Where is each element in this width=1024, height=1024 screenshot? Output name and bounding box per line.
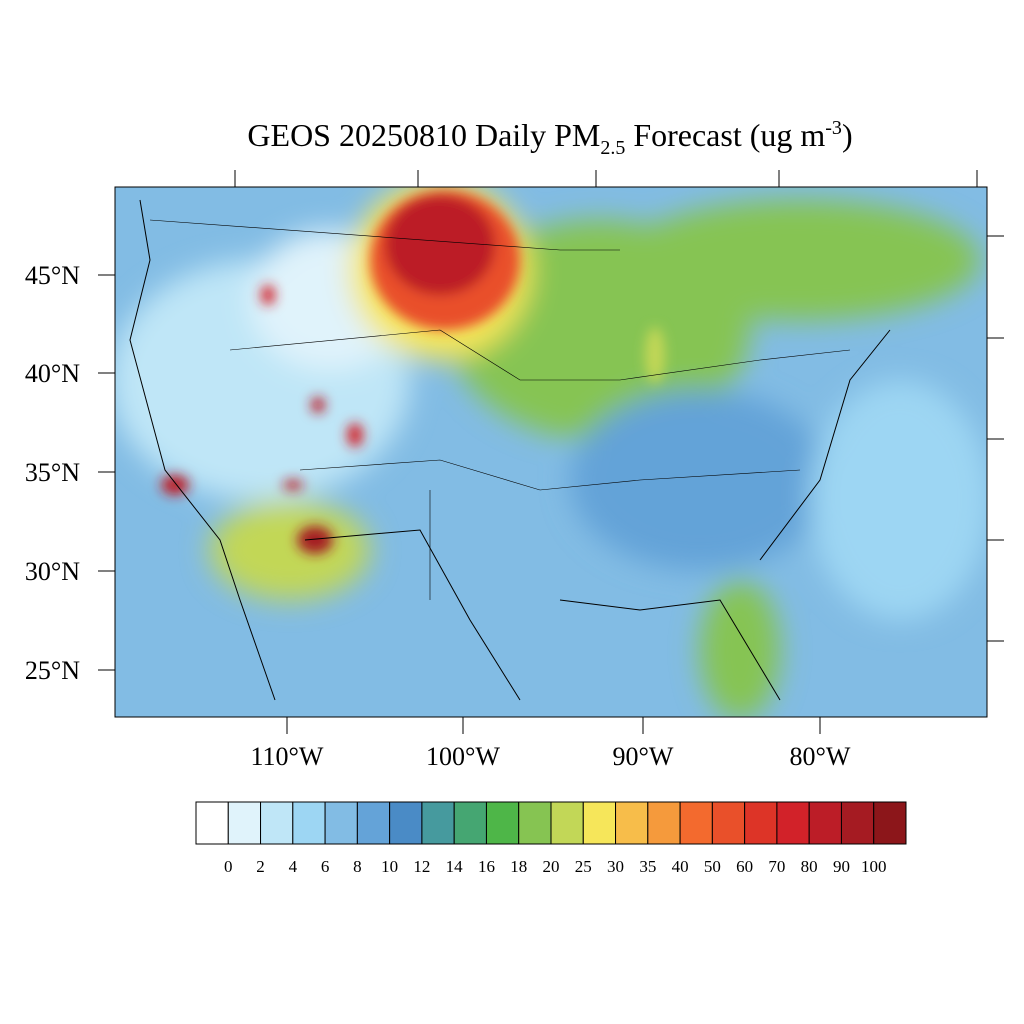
colorbar-label: 70 — [768, 857, 785, 876]
colorbar-box — [389, 801, 423, 845]
title-text: ) — [842, 117, 853, 153]
longitude-label: 100°W — [426, 742, 500, 771]
latitude-label: 30°N — [25, 557, 80, 586]
colorbar-label: 4 — [289, 857, 298, 876]
longitude-label: 90°W — [613, 742, 674, 771]
colorbar-label: 40 — [672, 857, 689, 876]
colorbar-box — [324, 801, 358, 845]
colorbar-box — [873, 801, 907, 845]
colorbar-box — [292, 801, 326, 845]
colorbar-label: 25 — [575, 857, 592, 876]
colorbar-box — [453, 801, 487, 845]
colorbar-label: 2 — [256, 857, 265, 876]
colorbar-label: 10 — [381, 857, 398, 876]
colorbar-box — [227, 801, 262, 845]
colorbar-box — [421, 801, 455, 845]
colorbar-box — [776, 801, 810, 845]
frame-ticks — [98, 170, 1004, 734]
colorbar-box — [679, 801, 713, 845]
title: GEOS 20250810 Daily PM2.5 Forecast (ug m… — [247, 117, 852, 159]
latitude-label: 25°N — [25, 656, 80, 685]
colorbar-label: 8 — [353, 857, 362, 876]
title-superscript: -3 — [825, 117, 842, 139]
colorbar-label: 20 — [543, 857, 560, 876]
colorbar-label: 6 — [321, 857, 330, 876]
latitude-label: 45°N — [25, 261, 80, 290]
colorbar-box — [260, 801, 294, 845]
colorbar-label: 60 — [736, 857, 753, 876]
colorbar-box — [808, 801, 842, 845]
colorbar-label: 16 — [478, 857, 495, 876]
colorbar-box — [518, 801, 552, 845]
colorbar-label: 90 — [833, 857, 850, 876]
colorbar-label: 14 — [446, 857, 464, 876]
colorbar-box — [711, 801, 746, 845]
latitude-label: 40°N — [25, 359, 80, 388]
longitude-label: 80°W — [790, 742, 851, 771]
colorbar-box — [744, 801, 778, 845]
map-frame — [114, 186, 988, 718]
longitude-label: 110°W — [251, 742, 324, 771]
colorbar-box — [615, 801, 649, 845]
title-subscript: 2.5 — [600, 137, 625, 159]
map-field — [115, 187, 987, 717]
colorbar-box — [582, 801, 617, 845]
colorbar-label: 50 — [704, 857, 721, 876]
colorbar-box — [550, 801, 584, 845]
colorbar-box — [195, 801, 229, 845]
colorbar-box — [356, 801, 391, 845]
colorbar-label: 80 — [801, 857, 818, 876]
colorbar-box — [840, 801, 875, 845]
colorbar-box — [647, 801, 681, 845]
colorbar-label: 100 — [861, 857, 887, 876]
colorbar-label: 35 — [639, 857, 656, 876]
colorbar-label: 12 — [413, 857, 430, 876]
title-text: Forecast (ug m — [625, 117, 825, 153]
colorbar-box — [485, 801, 520, 845]
colorbar-label: 18 — [510, 857, 527, 876]
colorbar-label: 30 — [607, 857, 624, 876]
title-text: GEOS 20250810 Daily PM — [247, 117, 600, 153]
colorbar-label: 0 — [224, 857, 233, 876]
latitude-label: 35°N — [25, 458, 80, 487]
